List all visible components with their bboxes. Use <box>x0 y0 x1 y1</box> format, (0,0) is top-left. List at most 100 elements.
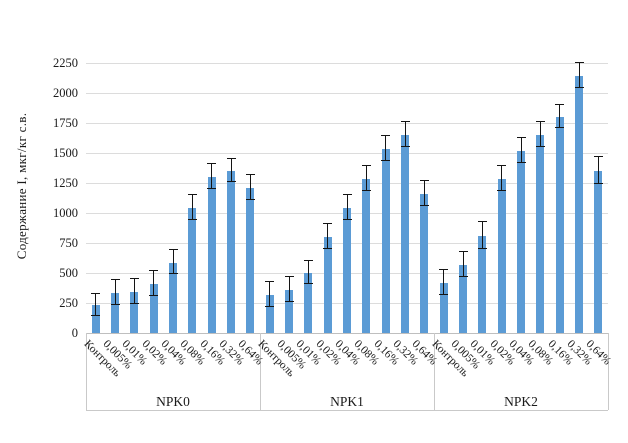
error-bar-line <box>327 224 329 248</box>
error-bar-line <box>597 157 599 183</box>
bar-npk1-1 <box>265 295 274 333</box>
error-bar-npk1-8 <box>400 121 410 147</box>
error-bar-npk2-4 <box>497 165 507 192</box>
bar-npk2-4 <box>497 179 506 333</box>
bar-npk2-3 <box>478 236 487 333</box>
error-bar-npk1-6 <box>361 165 371 192</box>
group-divider <box>434 333 435 410</box>
error-bar-line <box>578 63 580 88</box>
group-label-npk0: NPK0 <box>156 394 190 409</box>
gridline-2000 <box>86 93 608 94</box>
error-bar-npk2-1 <box>439 268 449 295</box>
error-bar-npk2-7 <box>555 103 565 129</box>
bar-npk1-7 <box>381 149 390 333</box>
error-bar-npk0-5 <box>168 249 178 275</box>
bar-npk1-9 <box>420 194 429 333</box>
error-bar-npk0-1 <box>91 292 101 317</box>
error-bar-npk0-6 <box>187 193 197 220</box>
error-bar-line <box>539 122 541 146</box>
error-bar-line <box>153 270 155 295</box>
error-bar-line <box>133 279 135 304</box>
y-tick-label-2250: 2250 <box>53 56 78 70</box>
bar-npk2-5 <box>517 151 525 333</box>
error-bar-npk1-4 <box>323 223 333 249</box>
error-bar-line <box>95 293 97 316</box>
group-divider <box>86 333 87 410</box>
bar-npk1-2 <box>285 290 293 333</box>
x-axis-line <box>86 333 608 334</box>
error-bar-npk1-2 <box>284 275 294 302</box>
y-tick-label-0: 0 <box>71 326 78 340</box>
bar-npk0-2 <box>111 293 119 333</box>
error-bar-npk2-2 <box>458 251 468 278</box>
error-bar-line <box>501 166 503 191</box>
error-bar-npk0-7 <box>207 163 217 189</box>
error-bar-line <box>365 166 367 191</box>
error-bar-npk2-3 <box>477 220 487 249</box>
group-label-npk2: NPK2 <box>504 394 538 409</box>
error-bar-line <box>462 252 464 277</box>
error-bar-npk1-3 <box>303 259 313 285</box>
error-bar-line <box>443 269 445 294</box>
error-bar-npk2-6 <box>535 121 545 147</box>
gridline-1500 <box>86 153 608 154</box>
y-tick-label-2000: 2000 <box>53 86 78 100</box>
y-tick-label-1750: 1750 <box>53 116 78 130</box>
error-bar-line <box>172 250 174 274</box>
error-bar-line <box>114 280 116 305</box>
bar-npk2-1 <box>439 283 448 333</box>
bar-npk0-4 <box>149 284 158 333</box>
bar-npk1-4 <box>323 237 332 333</box>
error-bar-npk0-4 <box>149 269 159 296</box>
gridline-1250 <box>86 183 608 184</box>
bar-npk2-8 <box>575 76 583 333</box>
error-bar-line <box>559 104 561 128</box>
gridline-1750 <box>86 123 608 124</box>
error-bar-line <box>481 221 483 248</box>
error-bar-line <box>191 194 193 219</box>
error-bar-line <box>520 137 522 162</box>
error-bar-npk0-2 <box>110 279 120 306</box>
error-bar-line <box>230 158 232 182</box>
bar-npk0-6 <box>188 208 197 333</box>
error-bar-line <box>307 260 309 284</box>
error-bar-npk1-5 <box>342 194 352 221</box>
y-tick-label-1500: 1500 <box>53 146 78 160</box>
error-bar-line <box>269 282 271 307</box>
bar-npk1-8 <box>401 135 409 333</box>
category-area-bottom-border <box>86 410 608 411</box>
error-bar-line <box>346 195 348 220</box>
bar-npk0-3 <box>130 292 139 333</box>
y-axis-title: Содержание I, мкг/кг с.в. <box>14 112 29 260</box>
gridline-2250 <box>86 63 608 64</box>
plot-area <box>86 62 608 333</box>
error-bar-npk1-7 <box>381 135 391 162</box>
error-bar-npk2-9 <box>593 156 603 184</box>
error-bar-npk0-8 <box>226 157 236 183</box>
bar-npk0-5 <box>169 263 177 333</box>
group-label-npk1: NPK1 <box>330 394 364 409</box>
error-bar-npk0-3 <box>129 278 139 305</box>
bar-npk1-6 <box>362 179 371 333</box>
error-bar-line <box>385 136 387 161</box>
error-bar-npk1-9 <box>419 179 429 206</box>
bar-npk0-9 <box>246 188 255 333</box>
error-bar-line <box>211 164 213 188</box>
bar-npk0-7 <box>207 177 216 333</box>
y-tick-label-500: 500 <box>59 266 78 280</box>
y-tick-label-1250: 1250 <box>53 176 78 190</box>
error-bar-npk2-8 <box>574 62 584 89</box>
bar-npk2-7 <box>555 117 564 333</box>
group-divider <box>260 333 261 410</box>
error-bar-npk0-9 <box>245 173 255 200</box>
y-tick-label-250: 250 <box>59 296 78 310</box>
error-bar-line <box>404 122 406 146</box>
error-bar-line <box>423 180 425 205</box>
bar-npk1-3 <box>304 273 313 333</box>
bar-npk2-9 <box>594 171 603 333</box>
bar-npk2-2 <box>459 265 467 333</box>
error-bar-line <box>249 174 251 199</box>
bar-npk1-5 <box>343 208 351 333</box>
bar-npk2-6 <box>536 135 545 333</box>
